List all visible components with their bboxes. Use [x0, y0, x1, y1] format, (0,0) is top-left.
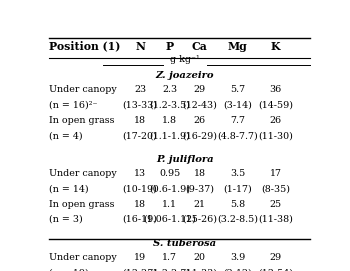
Text: 3.9: 3.9	[230, 253, 245, 262]
Text: (16-29): (16-29)	[182, 131, 217, 140]
Text: 17: 17	[270, 169, 282, 178]
Text: Position (1): Position (1)	[49, 41, 120, 51]
Text: (11-38): (11-38)	[258, 215, 293, 224]
Text: (1.3-2.5): (1.3-2.5)	[149, 268, 190, 271]
Text: (14-59): (14-59)	[258, 101, 293, 110]
Text: (13-33): (13-33)	[122, 101, 158, 110]
Text: (15-26): (15-26)	[182, 215, 217, 224]
Text: Under canopy: Under canopy	[49, 169, 117, 178]
Text: 5.8: 5.8	[230, 200, 245, 209]
Text: K: K	[271, 41, 280, 51]
Text: (11-30): (11-30)	[258, 131, 293, 140]
Text: P. juliflora: P. juliflora	[156, 155, 214, 164]
Text: g kg⁻¹: g kg⁻¹	[170, 55, 199, 64]
Text: (n = 3): (n = 3)	[49, 215, 83, 224]
Text: (16-19): (16-19)	[122, 215, 158, 224]
Text: Z. joazeiro: Z. joazeiro	[155, 71, 214, 80]
Text: Mg: Mg	[228, 41, 247, 51]
Text: (n = 14): (n = 14)	[49, 185, 89, 193]
Text: 18: 18	[134, 200, 146, 209]
Text: (3-14): (3-14)	[223, 101, 252, 110]
Text: 1.1: 1.1	[162, 200, 177, 209]
Text: 18: 18	[194, 169, 206, 178]
Text: 29: 29	[270, 253, 282, 262]
Text: 5.7: 5.7	[230, 85, 245, 94]
Text: (1-17): (1-17)	[223, 185, 252, 193]
Text: 1.7: 1.7	[162, 253, 177, 262]
Text: (1.1-1.9): (1.1-1.9)	[149, 131, 190, 140]
Text: (12-43): (12-43)	[182, 101, 217, 110]
Text: 23: 23	[134, 85, 146, 94]
Text: 2.3: 2.3	[162, 85, 177, 94]
Text: (13-25): (13-25)	[122, 268, 158, 271]
Text: (n = 19): (n = 19)	[49, 268, 89, 271]
Text: 19: 19	[134, 253, 146, 262]
Text: 18: 18	[134, 116, 146, 125]
Text: Under canopy: Under canopy	[49, 85, 117, 94]
Text: Under canopy: Under canopy	[49, 253, 117, 262]
Text: Ca: Ca	[192, 41, 208, 51]
Text: (4.8-7.7): (4.8-7.7)	[217, 131, 258, 140]
Text: (n = 16)²⁻: (n = 16)²⁻	[49, 101, 98, 110]
Text: (8-35): (8-35)	[261, 185, 290, 193]
Text: 7.7: 7.7	[230, 116, 245, 125]
Text: N: N	[135, 41, 145, 51]
Text: 20: 20	[194, 253, 206, 262]
Text: 3.5: 3.5	[230, 169, 245, 178]
Text: (1.06-1.12): (1.06-1.12)	[144, 215, 196, 224]
Text: P: P	[166, 41, 174, 51]
Text: 29: 29	[194, 85, 206, 94]
Text: 21: 21	[194, 200, 206, 209]
Text: (10-19): (10-19)	[122, 185, 158, 193]
Text: (13-54): (13-54)	[258, 268, 293, 271]
Text: 36: 36	[270, 85, 282, 94]
Text: 13: 13	[134, 169, 146, 178]
Text: (9-37): (9-37)	[185, 185, 214, 193]
Text: In open grass: In open grass	[49, 200, 115, 209]
Text: (3.2-8.5): (3.2-8.5)	[217, 215, 258, 224]
Text: (2-12): (2-12)	[223, 268, 252, 271]
Text: 26: 26	[270, 116, 282, 125]
Text: 1.8: 1.8	[162, 116, 177, 125]
Text: (1.2-3.5): (1.2-3.5)	[149, 101, 190, 110]
Text: (11-33): (11-33)	[182, 268, 217, 271]
Text: 0.95: 0.95	[159, 169, 181, 178]
Text: 26: 26	[194, 116, 206, 125]
Text: 25: 25	[270, 200, 282, 209]
Text: S. tuberosa: S. tuberosa	[153, 238, 216, 248]
Text: (0.6-1.9): (0.6-1.9)	[149, 185, 190, 193]
Text: In open grass: In open grass	[49, 116, 115, 125]
Text: (n = 4): (n = 4)	[49, 131, 83, 140]
Text: (17-20): (17-20)	[122, 131, 158, 140]
